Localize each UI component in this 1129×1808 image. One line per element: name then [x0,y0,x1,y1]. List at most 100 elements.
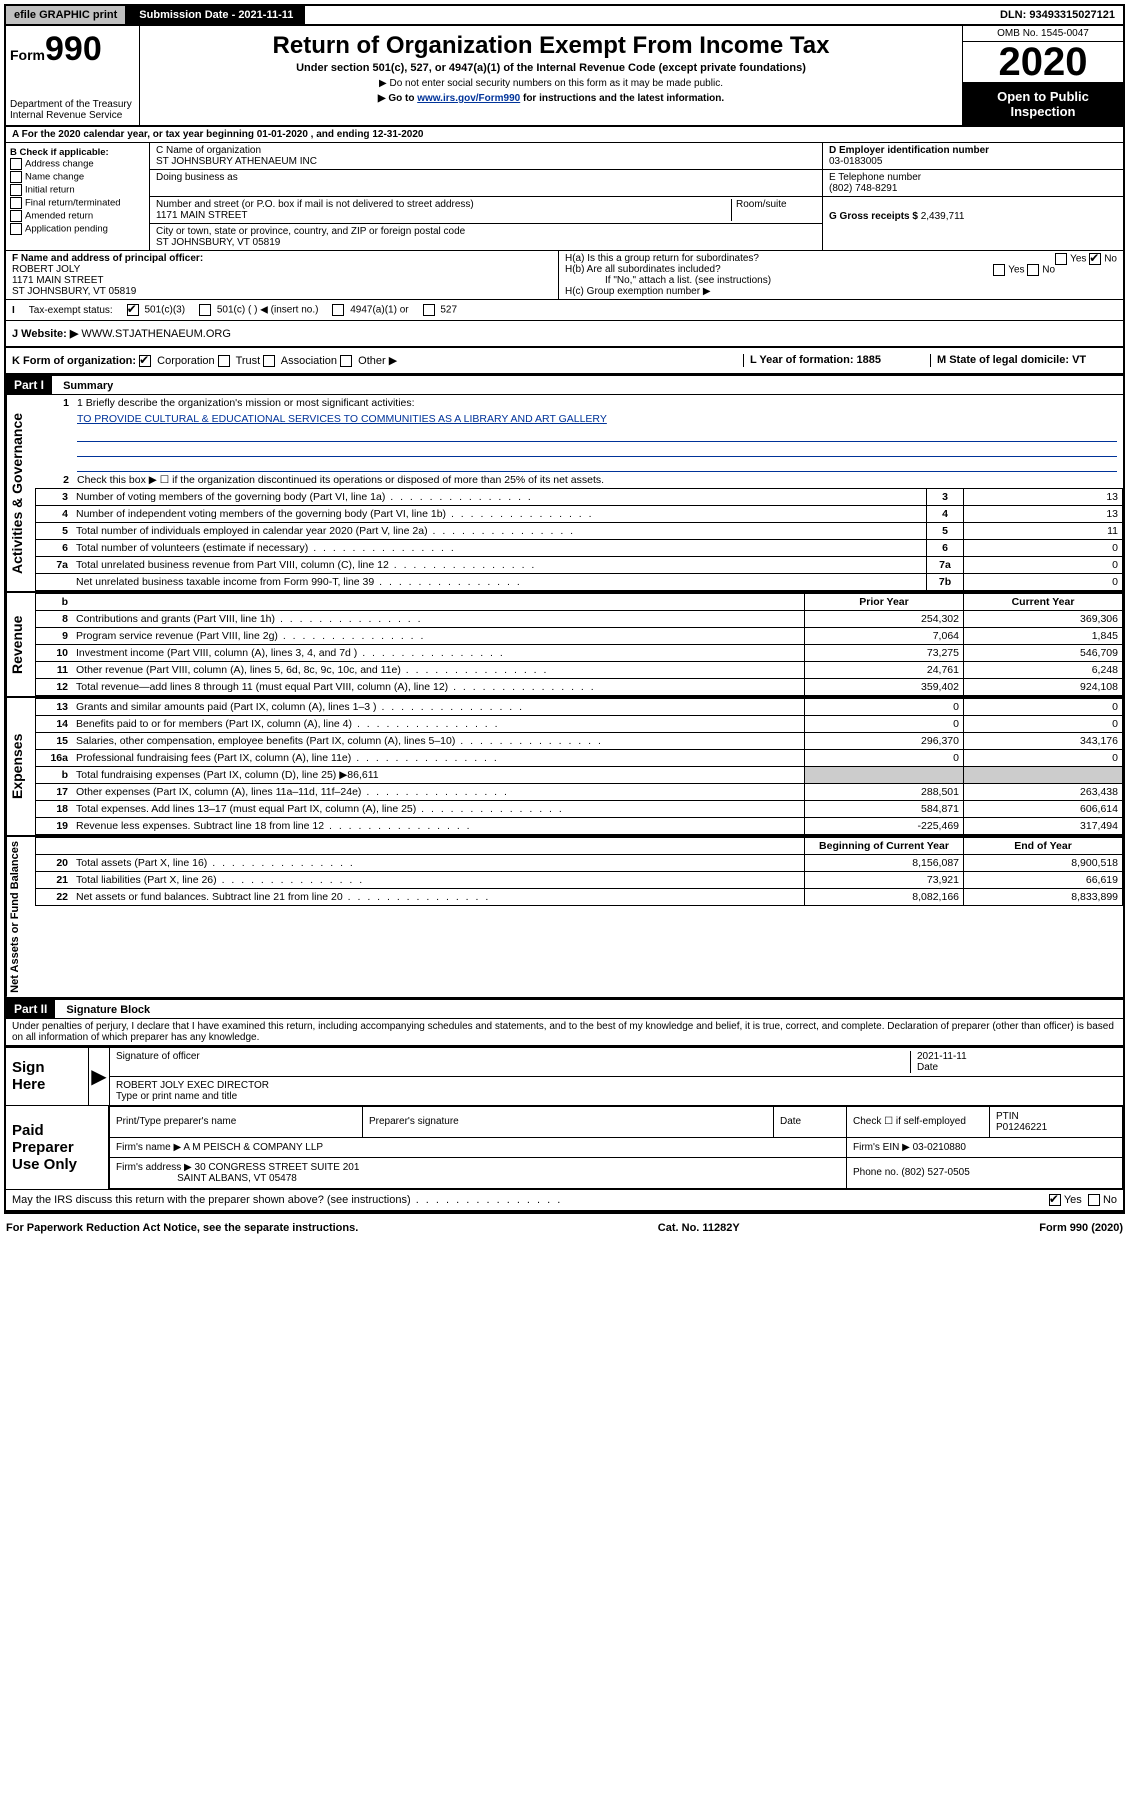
col-print-name: Print/Type preparer's name [110,1106,363,1137]
row-desc: Other expenses (Part IX, column (A), lin… [72,784,805,801]
perjury-text: Under penalties of perjury, I declare th… [6,1019,1123,1046]
opt-corp: Corporation [157,355,214,367]
row-num: 11 [36,662,73,679]
top-bar: efile GRAPHIC print Submission Date - 20… [6,6,1123,26]
hb-no[interactable] [1027,264,1039,276]
row-prior: 296,370 [805,733,964,750]
discuss-no[interactable] [1088,1194,1100,1206]
col-b: B Check if applicable: Address change Na… [6,143,150,250]
checkbox-final[interactable] [10,197,22,209]
sig-officer-label: Signature of officer [116,1051,910,1073]
officer-name: ROBERT JOLY [12,264,80,275]
col-d: D Employer identification number 03-0183… [823,143,1123,250]
no-label2: No [1042,265,1055,276]
ruled-lines [35,427,1123,472]
balance-section: Net Assets or Fund Balances Beginning of… [6,837,1123,999]
row-current: 6,248 [964,662,1123,679]
row-num: 6 [36,540,73,557]
dept-label: Department of the Treasury [10,99,135,110]
row-prior: 0 [805,699,964,716]
checkbox-pending[interactable] [10,223,22,235]
row-prior: 0 [805,750,964,767]
cb-trust[interactable] [218,355,230,367]
footer-mid: Cat. No. 11282Y [658,1222,740,1234]
firm-ein: 03-0210880 [913,1142,966,1153]
sign-arrow-icon: ▶ [89,1048,110,1105]
hb-yes[interactable] [993,264,1005,276]
part2-header: Part II [6,1000,55,1018]
opt-527: 527 [440,305,457,316]
hb-note: If "No," attach a list. (see instruction… [565,275,1117,286]
yes-label2: Yes [1008,265,1024,276]
sig-date-label: Date [917,1062,1117,1073]
row-desc: Grants and similar amounts paid (Part IX… [72,699,805,716]
dln: DLN: 93493315027121 [992,6,1123,24]
checkbox-name-change[interactable] [10,171,22,183]
row-current: 1,845 [964,628,1123,645]
l-year: L Year of formation: 1885 [743,354,930,367]
balance-table: Beginning of Current YearEnd of Year 20T… [35,837,1123,906]
addr-label: Number and street (or P.O. box if mail i… [156,199,731,210]
row-num: 15 [36,733,73,750]
row-desc: Revenue less expenses. Subtract line 18 … [72,818,805,835]
row-begin: 73,921 [805,872,964,889]
gross: 2,439,711 [921,211,965,222]
yes-label3: Yes [1064,1194,1082,1206]
row-desc: Number of independent voting members of … [72,506,927,523]
k-row: K Form of organization: Corporation Trus… [6,348,1123,375]
opt-trust: Trust [236,355,261,367]
row-begin: 8,156,087 [805,855,964,872]
row-desc: Salaries, other compensation, employee b… [72,733,805,750]
row-current: 0 [964,716,1123,733]
footer-right: Form 990 (2020) [1039,1222,1123,1234]
vlabel-governance: Activities & Governance [6,395,35,591]
row-num: b [36,767,73,784]
governance-table: 3Number of voting members of the governi… [35,488,1123,591]
cb-501c3[interactable] [127,304,139,316]
vlabel-revenue: Revenue [6,593,35,696]
website-row: J Website: ▶ WWW.STJATHENAEUM.ORG [6,321,1123,348]
checkbox-amended[interactable] [10,210,22,222]
ha-no[interactable] [1089,253,1101,265]
cb-4947[interactable] [332,304,344,316]
title-box: Return of Organization Exempt From Incom… [140,26,963,125]
cb-501c[interactable] [199,304,211,316]
checkbox-address-change[interactable] [10,158,22,170]
f-label: F Name and address of principal officer: [12,253,203,264]
firm-addr1: 30 CONGRESS STREET SUITE 201 [195,1162,360,1173]
opt-501c3: 501(c)(3) [144,305,185,316]
row-desc: Program service revenue (Part VIII, line… [72,628,805,645]
row-val: 0 [964,540,1123,557]
cb-527[interactable] [423,304,435,316]
row-desc: Total fundraising expenses (Part IX, col… [72,767,805,784]
org-name: ST JOHNSBURY ATHENAEUM INC [156,156,816,167]
current-header: Current Year [964,594,1123,611]
row-prior [805,767,964,784]
cb-assoc[interactable] [263,355,275,367]
col-b-title: B Check if applicable: [10,147,109,158]
row-desc: Number of voting members of the governin… [72,489,927,506]
row-num [36,574,73,591]
checkbox-initial[interactable] [10,184,22,196]
row-prior: 24,761 [805,662,964,679]
ha-yes[interactable] [1055,253,1067,265]
row-desc: Total revenue—add lines 8 through 11 (mu… [72,679,805,696]
efile-link[interactable]: efile GRAPHIC print [6,6,127,24]
row-num: 14 [36,716,73,733]
opt-other: Other ▶ [358,355,397,367]
firm-addr-label: Firm's address ▶ [116,1162,192,1173]
mission-text: TO PROVIDE CULTURAL & EDUCATIONAL SERVIC… [35,411,1123,427]
part1-title: Summary [55,380,113,392]
row-desc: Total liabilities (Part X, line 26) [72,872,805,889]
row-current: 546,709 [964,645,1123,662]
irs-label: Internal Revenue Service [10,110,135,121]
instructions-link[interactable]: www.irs.gov/Form990 [417,93,520,104]
cb-other[interactable] [340,355,352,367]
row-desc: Total assets (Part X, line 16) [72,855,805,872]
opt-pending: Application pending [25,224,108,235]
cb-corp[interactable] [139,355,151,367]
line1-label: 1 Briefly describe the organization's mi… [77,397,1117,409]
row-box: 7b [927,574,964,591]
row-end: 8,833,899 [964,889,1123,906]
discuss-yes[interactable] [1049,1194,1061,1206]
